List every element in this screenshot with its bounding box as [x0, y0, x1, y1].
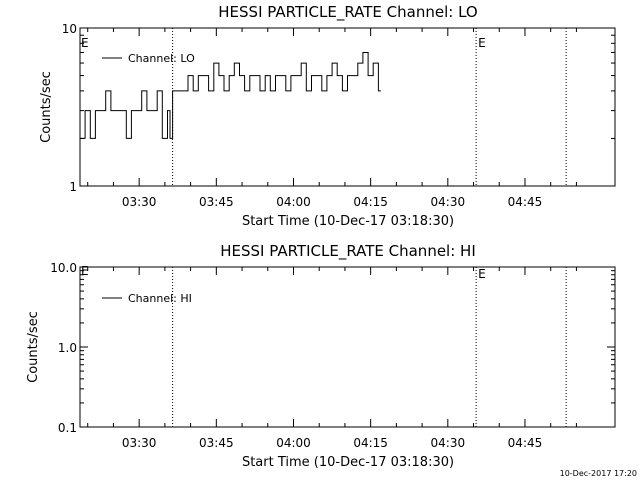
y-axis-label: Counts/sec: [39, 71, 54, 143]
y-tick-label: 10: [62, 22, 77, 36]
x-tick-label: 03:30: [122, 436, 157, 450]
x-tick-label: 04:30: [431, 436, 466, 450]
x-tick-label: 03:45: [199, 195, 234, 209]
legend-label: Channel: LO: [128, 52, 195, 65]
x-tick-label: 04:45: [508, 436, 543, 450]
event-marker-label: E: [478, 36, 486, 50]
timestamp: 10-Dec-2017 17:20: [560, 469, 637, 478]
x-tick-label: 03:30: [122, 195, 157, 209]
x-tick-label: 04:00: [276, 195, 311, 209]
panel-lo: HESSI PARTICLE_RATE Channel: LO Counts/s…: [39, 3, 616, 229]
legend-label: Channel: HI: [128, 292, 192, 305]
start-marker-label: E: [81, 36, 89, 50]
x-tick-label: 04:00: [276, 436, 311, 450]
chart-title: HESSI PARTICLE_RATE Channel: HI: [220, 242, 476, 261]
x-tick-label: 04:15: [353, 436, 388, 450]
series-line: [80, 52, 381, 139]
series-group: [80, 52, 381, 139]
y-axis-label: Counts/sec: [26, 311, 41, 383]
axis-ticks: 03:30 03:45 04:00 04:15 04:30 04:45 0.1 1.0 10.0: [50, 261, 615, 450]
y-tick-label: 0.1: [58, 421, 77, 435]
x-tick-label: 04:30: [431, 195, 466, 209]
chart-title: HESSI PARTICLE_RATE Channel: LO: [218, 3, 477, 22]
start-marker-label: E: [81, 264, 89, 278]
plot-frame: [79, 27, 616, 187]
x-tick-label: 04:15: [353, 195, 388, 209]
panel-hi: HESSI PARTICLE_RATE Channel: HI Counts/s…: [26, 242, 616, 470]
legend: Channel: HI: [102, 292, 192, 305]
y-tick-label: 10.0: [50, 261, 77, 275]
legend: Channel: LO: [102, 52, 195, 65]
y-tick-label: 1: [69, 180, 77, 194]
event-markers: E: [172, 28, 567, 186]
event-marker-label: E: [478, 267, 486, 281]
x-tick-label: 04:45: [508, 195, 543, 209]
axis-ticks: 03:30 03:45 04:00 04:15 04:30 04:45 1 10: [62, 22, 615, 209]
y-tick-label: 1.0: [58, 341, 77, 355]
x-axis-label: Start Time (10-Dec-17 03:18:30): [242, 455, 454, 470]
event-markers: E: [172, 267, 567, 427]
x-tick-label: 03:45: [199, 436, 234, 450]
plot-frame: [79, 266, 616, 428]
x-axis-label: Start Time (10-Dec-17 03:18:30): [242, 214, 454, 229]
